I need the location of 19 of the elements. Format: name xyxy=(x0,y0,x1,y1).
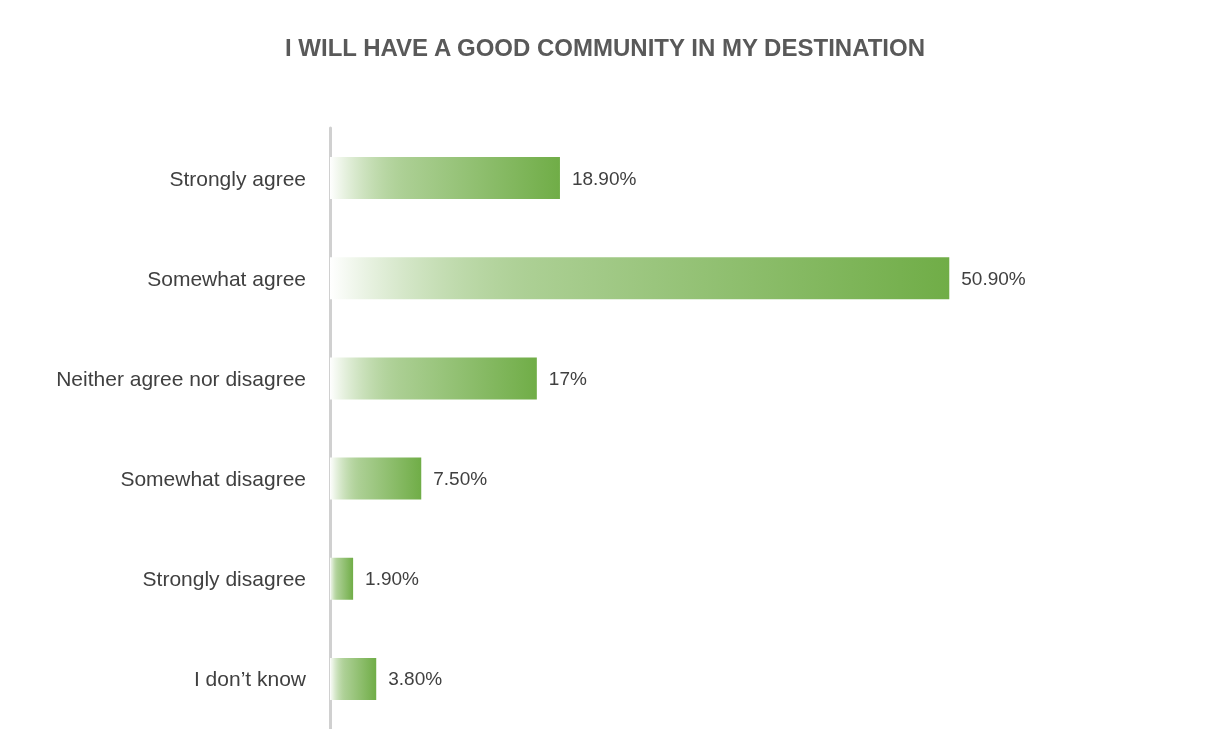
y-tick-label: I don’t know xyxy=(193,667,307,691)
bar xyxy=(330,357,537,400)
bar xyxy=(330,557,354,600)
data-label: 17% xyxy=(548,367,587,389)
y-tick-label: Somewhat disagree xyxy=(120,467,306,491)
data-label: 3.80% xyxy=(388,668,443,690)
data-label: 18.90% xyxy=(571,167,637,189)
bar xyxy=(330,257,950,300)
y-tick-label: Strongly agree xyxy=(169,166,306,190)
data-label: 1.90% xyxy=(365,568,420,590)
bar xyxy=(330,157,560,200)
data-label: 50.90% xyxy=(961,267,1026,289)
bar xyxy=(330,657,377,700)
y-tick-label: Strongly disagree xyxy=(142,567,306,591)
y-tick-label: Somewhat agree xyxy=(147,266,306,290)
y-tick-label: Neither agree nor disagree xyxy=(56,366,306,390)
data-label: 7.50% xyxy=(433,468,488,490)
bar xyxy=(330,457,422,500)
chart-title: I WILL HAVE A GOOD COMMUNITY IN MY DESTINATION xyxy=(284,33,926,61)
